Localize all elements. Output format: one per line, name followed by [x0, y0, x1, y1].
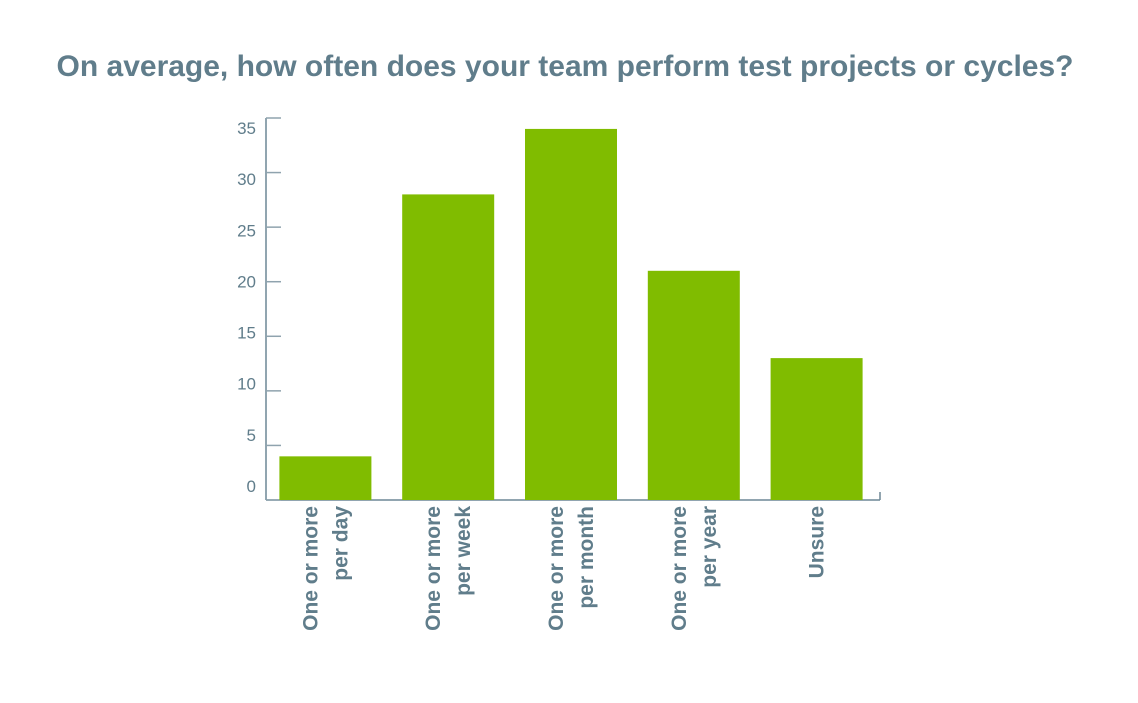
- y-tick-label: 5: [247, 426, 256, 445]
- x-tick-label: per month: [575, 506, 598, 609]
- y-tick-label: 35: [237, 119, 256, 138]
- y-tick-label: 30: [237, 170, 256, 189]
- y-tick-label: 10: [237, 375, 256, 394]
- x-tick-label: per year: [698, 506, 721, 588]
- x-tick-label: One or more: [668, 506, 691, 631]
- bar: [525, 128, 617, 500]
- x-tick-label: per week: [452, 506, 475, 596]
- x-tick-label: One or more: [545, 506, 568, 631]
- x-tick-label: per day: [329, 506, 352, 581]
- y-tick-label: 25: [237, 221, 256, 240]
- x-tick-label: One or more: [422, 506, 445, 631]
- x-tick-labels: One or more per day One or more per week One…: [299, 506, 828, 631]
- chart-title: On average, how often does your team per…: [57, 50, 1074, 83]
- y-tick-label: 20: [237, 272, 256, 291]
- x-tick-label: One or more: [299, 506, 322, 631]
- x-tick-label: Unsure: [806, 506, 829, 578]
- y-tick-label: 0: [247, 477, 256, 496]
- bar: [770, 358, 863, 500]
- bar: [402, 194, 495, 500]
- bars: [279, 128, 863, 500]
- bar: [279, 456, 372, 500]
- y-tick-label: 15: [237, 324, 256, 343]
- bar: [647, 270, 740, 500]
